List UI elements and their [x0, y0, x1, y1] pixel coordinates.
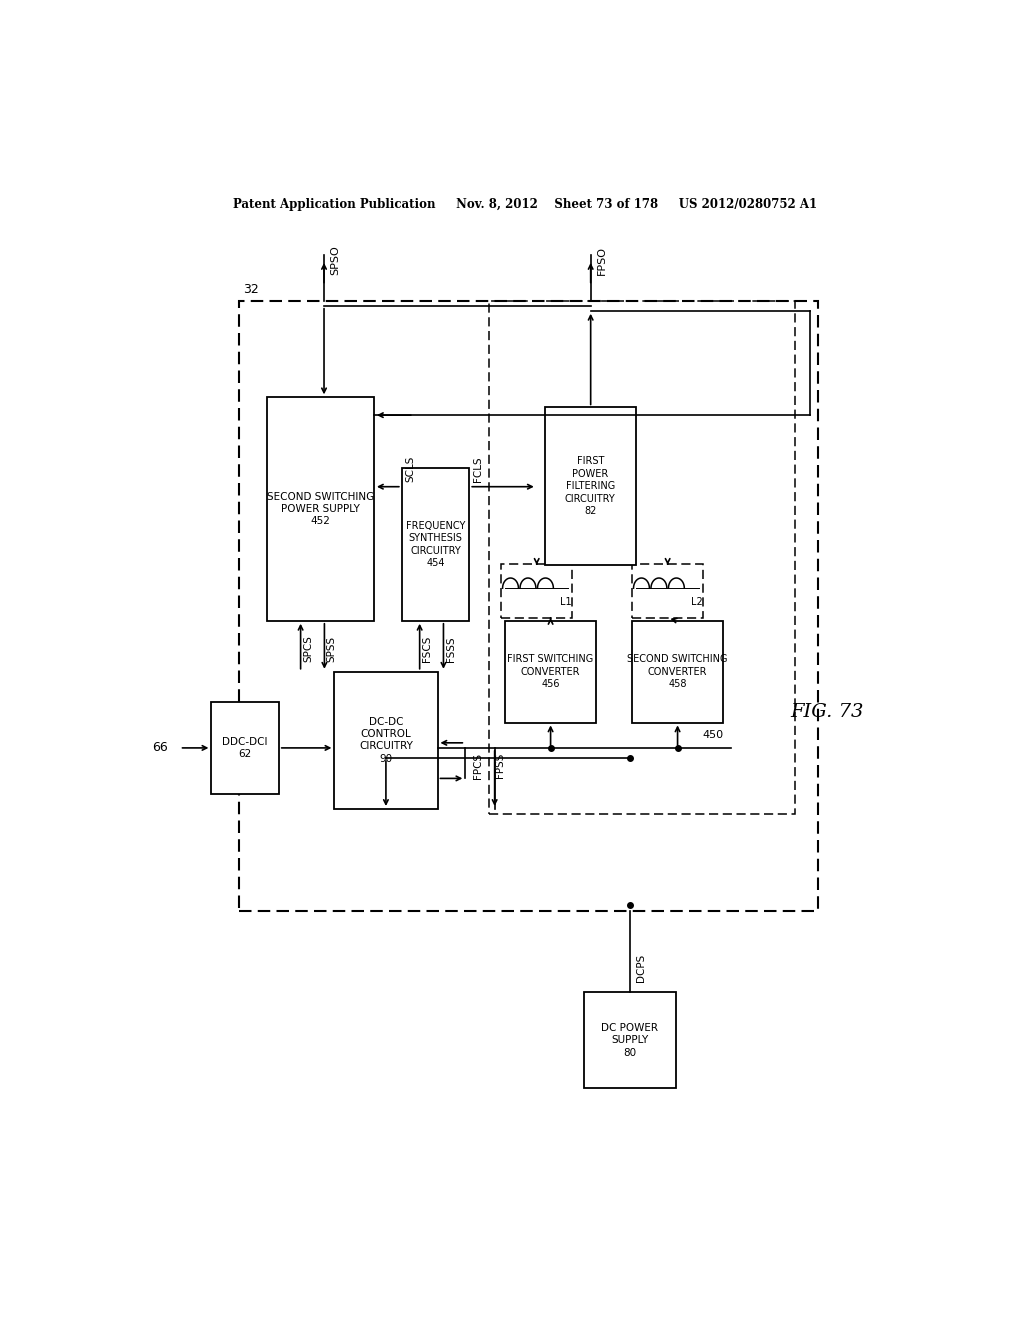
Text: Patent Application Publication     Nov. 8, 2012    Sheet 73 of 178     US 2012/0: Patent Application Publication Nov. 8, 2… [232, 198, 817, 211]
Bar [585, 991, 676, 1089]
Text: SECOND SWITCHING
CONVERTER
458: SECOND SWITCHING CONVERTER 458 [628, 655, 728, 689]
Text: FSSS: FSSS [445, 636, 456, 661]
Text: SPCS: SPCS [303, 635, 313, 661]
Text: 450: 450 [702, 730, 723, 739]
Bar [334, 672, 437, 809]
Bar [545, 408, 636, 565]
Text: L2: L2 [691, 597, 702, 607]
Bar [267, 397, 374, 620]
Text: SECOND SWITCHING
POWER SUPPLY
452: SECOND SWITCHING POWER SUPPLY 452 [267, 491, 374, 527]
Text: 32: 32 [243, 282, 259, 296]
Text: SCLS: SCLS [406, 455, 416, 482]
Bar [505, 620, 596, 722]
Text: DC-DC
CONTROL
CIRCUITRY
90: DC-DC CONTROL CIRCUITRY 90 [359, 717, 413, 764]
Text: FIRST
POWER
FILTERING
CIRCUITRY
82: FIRST POWER FILTERING CIRCUITRY 82 [565, 457, 615, 516]
Text: FCLS: FCLS [473, 455, 483, 482]
Text: FSCS: FSCS [422, 635, 432, 661]
Bar [211, 702, 279, 793]
Text: 66: 66 [152, 742, 168, 755]
Text: FPCS: FPCS [473, 752, 483, 779]
Text: FPSO: FPSO [597, 247, 607, 276]
Text: DDC-DCI
62: DDC-DCI 62 [222, 737, 268, 759]
Text: FPSS: FPSS [495, 752, 505, 779]
Text: DC POWER
SUPPLY
80: DC POWER SUPPLY 80 [601, 1023, 658, 1057]
Bar [632, 564, 703, 618]
Text: FIRST SWITCHING
CONVERTER
456: FIRST SWITCHING CONVERTER 456 [508, 655, 594, 689]
Bar [401, 469, 469, 620]
Bar [501, 564, 572, 618]
Text: L1: L1 [560, 597, 571, 607]
Text: FREQUENCY
SYNTHESIS
CIRCUITRY
454: FREQUENCY SYNTHESIS CIRCUITRY 454 [406, 521, 465, 568]
Text: SPSO: SPSO [331, 246, 340, 276]
Text: SPSS: SPSS [327, 635, 337, 661]
Text: FIG. 73: FIG. 73 [791, 704, 864, 721]
Bar [632, 620, 723, 722]
Text: DCPS: DCPS [636, 953, 646, 982]
Bar [489, 301, 795, 814]
Bar [240, 301, 818, 911]
